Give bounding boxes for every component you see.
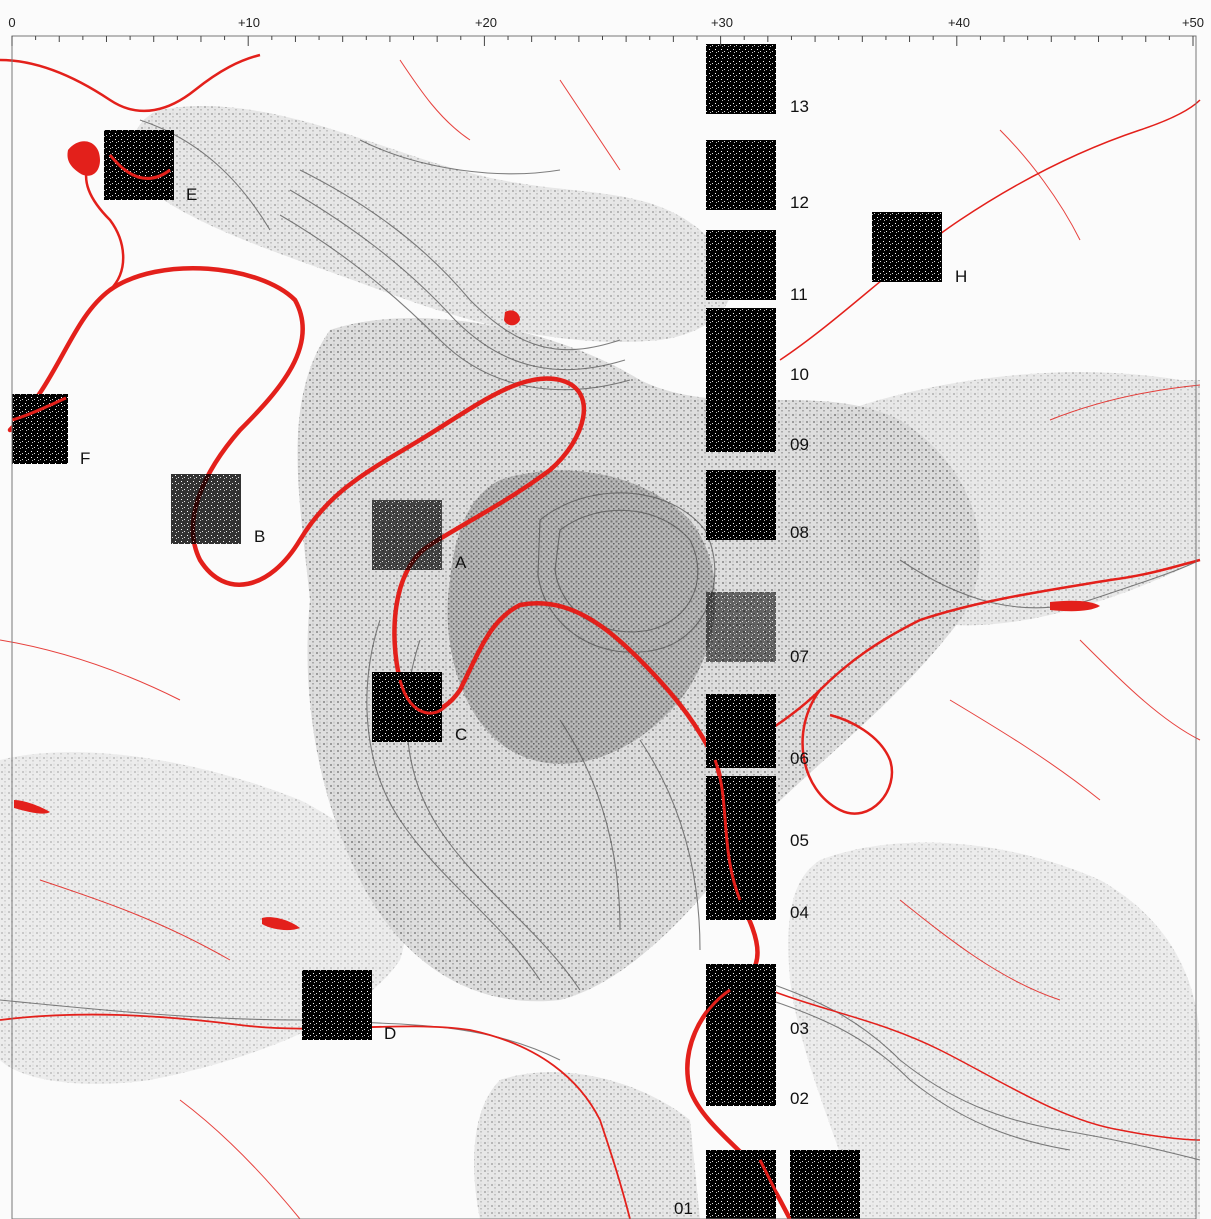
tile-01-neighbor	[790, 1150, 860, 1219]
scale-ticks	[11, 36, 1194, 46]
label-08: 08	[790, 523, 809, 542]
tile-F	[12, 394, 68, 464]
tile-04	[706, 846, 776, 920]
lake-north	[67, 141, 100, 176]
label-12: 12	[790, 193, 809, 212]
streams	[0, 59, 1201, 1219]
label-D: D	[384, 1024, 396, 1043]
tile-labels: 13 12 11 10 09 08 07 06 05 04 03 02 01 A…	[80, 97, 967, 1218]
tile-11	[706, 230, 776, 300]
label-11: 11	[790, 285, 808, 304]
urban-area-north	[131, 105, 733, 342]
label-07: 07	[790, 647, 809, 666]
urban-area-east	[818, 372, 1200, 626]
tile-D	[302, 970, 372, 1040]
label-05: 05	[790, 831, 809, 850]
tile-sites	[12, 130, 942, 1040]
tile-C	[372, 672, 442, 742]
label-H: H	[955, 267, 967, 286]
scale-label-10: +10	[238, 15, 260, 30]
tile-E	[104, 130, 174, 200]
scale-label-50: +50	[1182, 15, 1204, 30]
pond-southwest	[262, 917, 300, 931]
label-06: 06	[790, 749, 809, 768]
urban-area-south	[474, 1072, 700, 1219]
river-overlay	[11, 154, 792, 1219]
label-03: 03	[790, 1019, 809, 1038]
scale-label-40: +40	[948, 15, 970, 30]
river-east	[714, 558, 1201, 762]
tile-01	[706, 1150, 776, 1219]
tile-12	[706, 140, 776, 210]
scale-bar: 0 +10 +20 +30 +40 +50	[8, 15, 1204, 1219]
scale-label-30: +30	[711, 15, 733, 30]
tile-06	[706, 694, 776, 768]
scale-label-0: 0	[8, 15, 15, 30]
river-southwest	[0, 1013, 631, 1219]
label-01: 01	[674, 1199, 693, 1218]
label-04: 04	[790, 903, 809, 922]
tile-05	[706, 776, 776, 846]
tile-09	[706, 382, 776, 452]
scale-bar-frame	[11, 35, 1197, 1219]
tile-H	[872, 212, 942, 282]
tile-07	[706, 592, 776, 662]
tile-strip	[706, 44, 860, 1219]
tile-10	[706, 308, 776, 382]
label-13: 13	[790, 97, 809, 116]
pond-east	[1050, 600, 1100, 612]
pond-center-north	[504, 310, 520, 326]
label-F: F	[80, 449, 90, 468]
label-B: B	[254, 527, 265, 546]
label-E: E	[186, 185, 197, 204]
river-north-loop	[0, 53, 261, 291]
tile-B	[171, 474, 241, 544]
label-02: 02	[790, 1089, 809, 1108]
tile-A	[372, 500, 442, 570]
label-C: C	[455, 725, 467, 744]
river-east-loop	[801, 689, 894, 815]
label-10: 10	[790, 365, 809, 384]
river-northeast	[779, 99, 1201, 361]
label-A: A	[455, 553, 467, 572]
tile-02	[706, 1034, 776, 1106]
tile-08	[706, 470, 776, 540]
scale-label-20: +20	[475, 15, 497, 30]
tile-13	[706, 44, 776, 114]
pond-west	[14, 800, 50, 814]
urban-area-core	[447, 470, 716, 764]
contour-lines	[0, 119, 1201, 1161]
label-09: 09	[790, 435, 809, 454]
river-southeast	[769, 989, 1201, 1141]
